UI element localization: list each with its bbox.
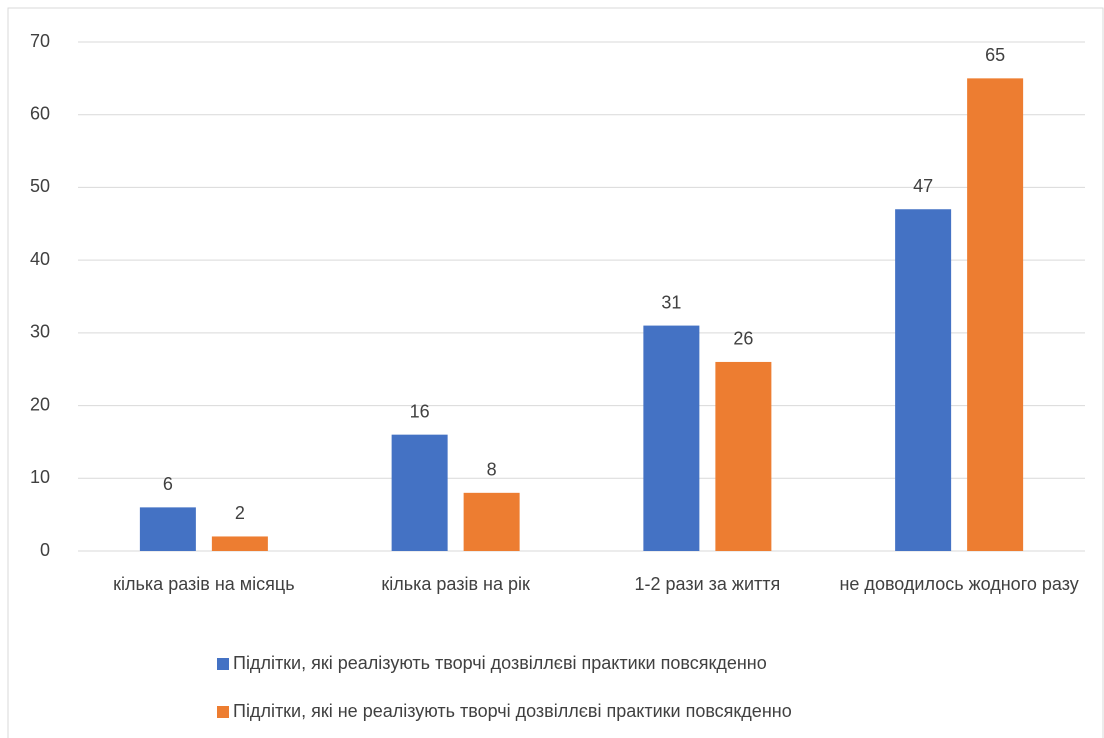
chart-border <box>7 7 1104 738</box>
bar <box>967 78 1024 551</box>
x-tick-label: не доводилось жодного разу <box>839 574 1079 594</box>
legend-label: Підлітки, які не реалізують творчі дозві… <box>233 701 792 721</box>
legend-swatch <box>217 706 229 718</box>
y-tick-label: 0 <box>40 540 50 560</box>
data-label: 2 <box>235 503 245 523</box>
data-label: 31 <box>661 292 681 312</box>
bar <box>643 325 700 551</box>
data-label: 65 <box>985 45 1005 65</box>
bar <box>211 536 268 551</box>
x-tick-label: кілька разів на місяць <box>113 574 295 594</box>
data-label: 26 <box>733 329 753 349</box>
legend-swatch <box>217 658 229 670</box>
bar <box>463 492 520 551</box>
y-tick-label: 70 <box>30 31 50 51</box>
x-tick-label: 1-2 рази за життя <box>634 574 781 594</box>
x-tick-label: кілька разів на рік <box>381 574 530 594</box>
data-label: 8 <box>487 460 497 480</box>
y-tick-label: 50 <box>30 176 50 196</box>
data-label: 16 <box>410 401 430 421</box>
data-label: 47 <box>913 176 933 196</box>
bar <box>391 434 448 551</box>
y-tick-label: 30 <box>30 322 50 342</box>
y-tick-label: 60 <box>30 103 50 123</box>
bar <box>895 209 952 551</box>
y-tick-label: 10 <box>30 467 50 487</box>
legend-label: Підлітки, які реалізують творчі дозвіллє… <box>233 653 767 673</box>
bar <box>139 507 196 551</box>
y-tick-label: 20 <box>30 394 50 414</box>
bar <box>715 361 772 551</box>
y-tick-label: 40 <box>30 249 50 269</box>
data-label: 6 <box>163 474 173 494</box>
